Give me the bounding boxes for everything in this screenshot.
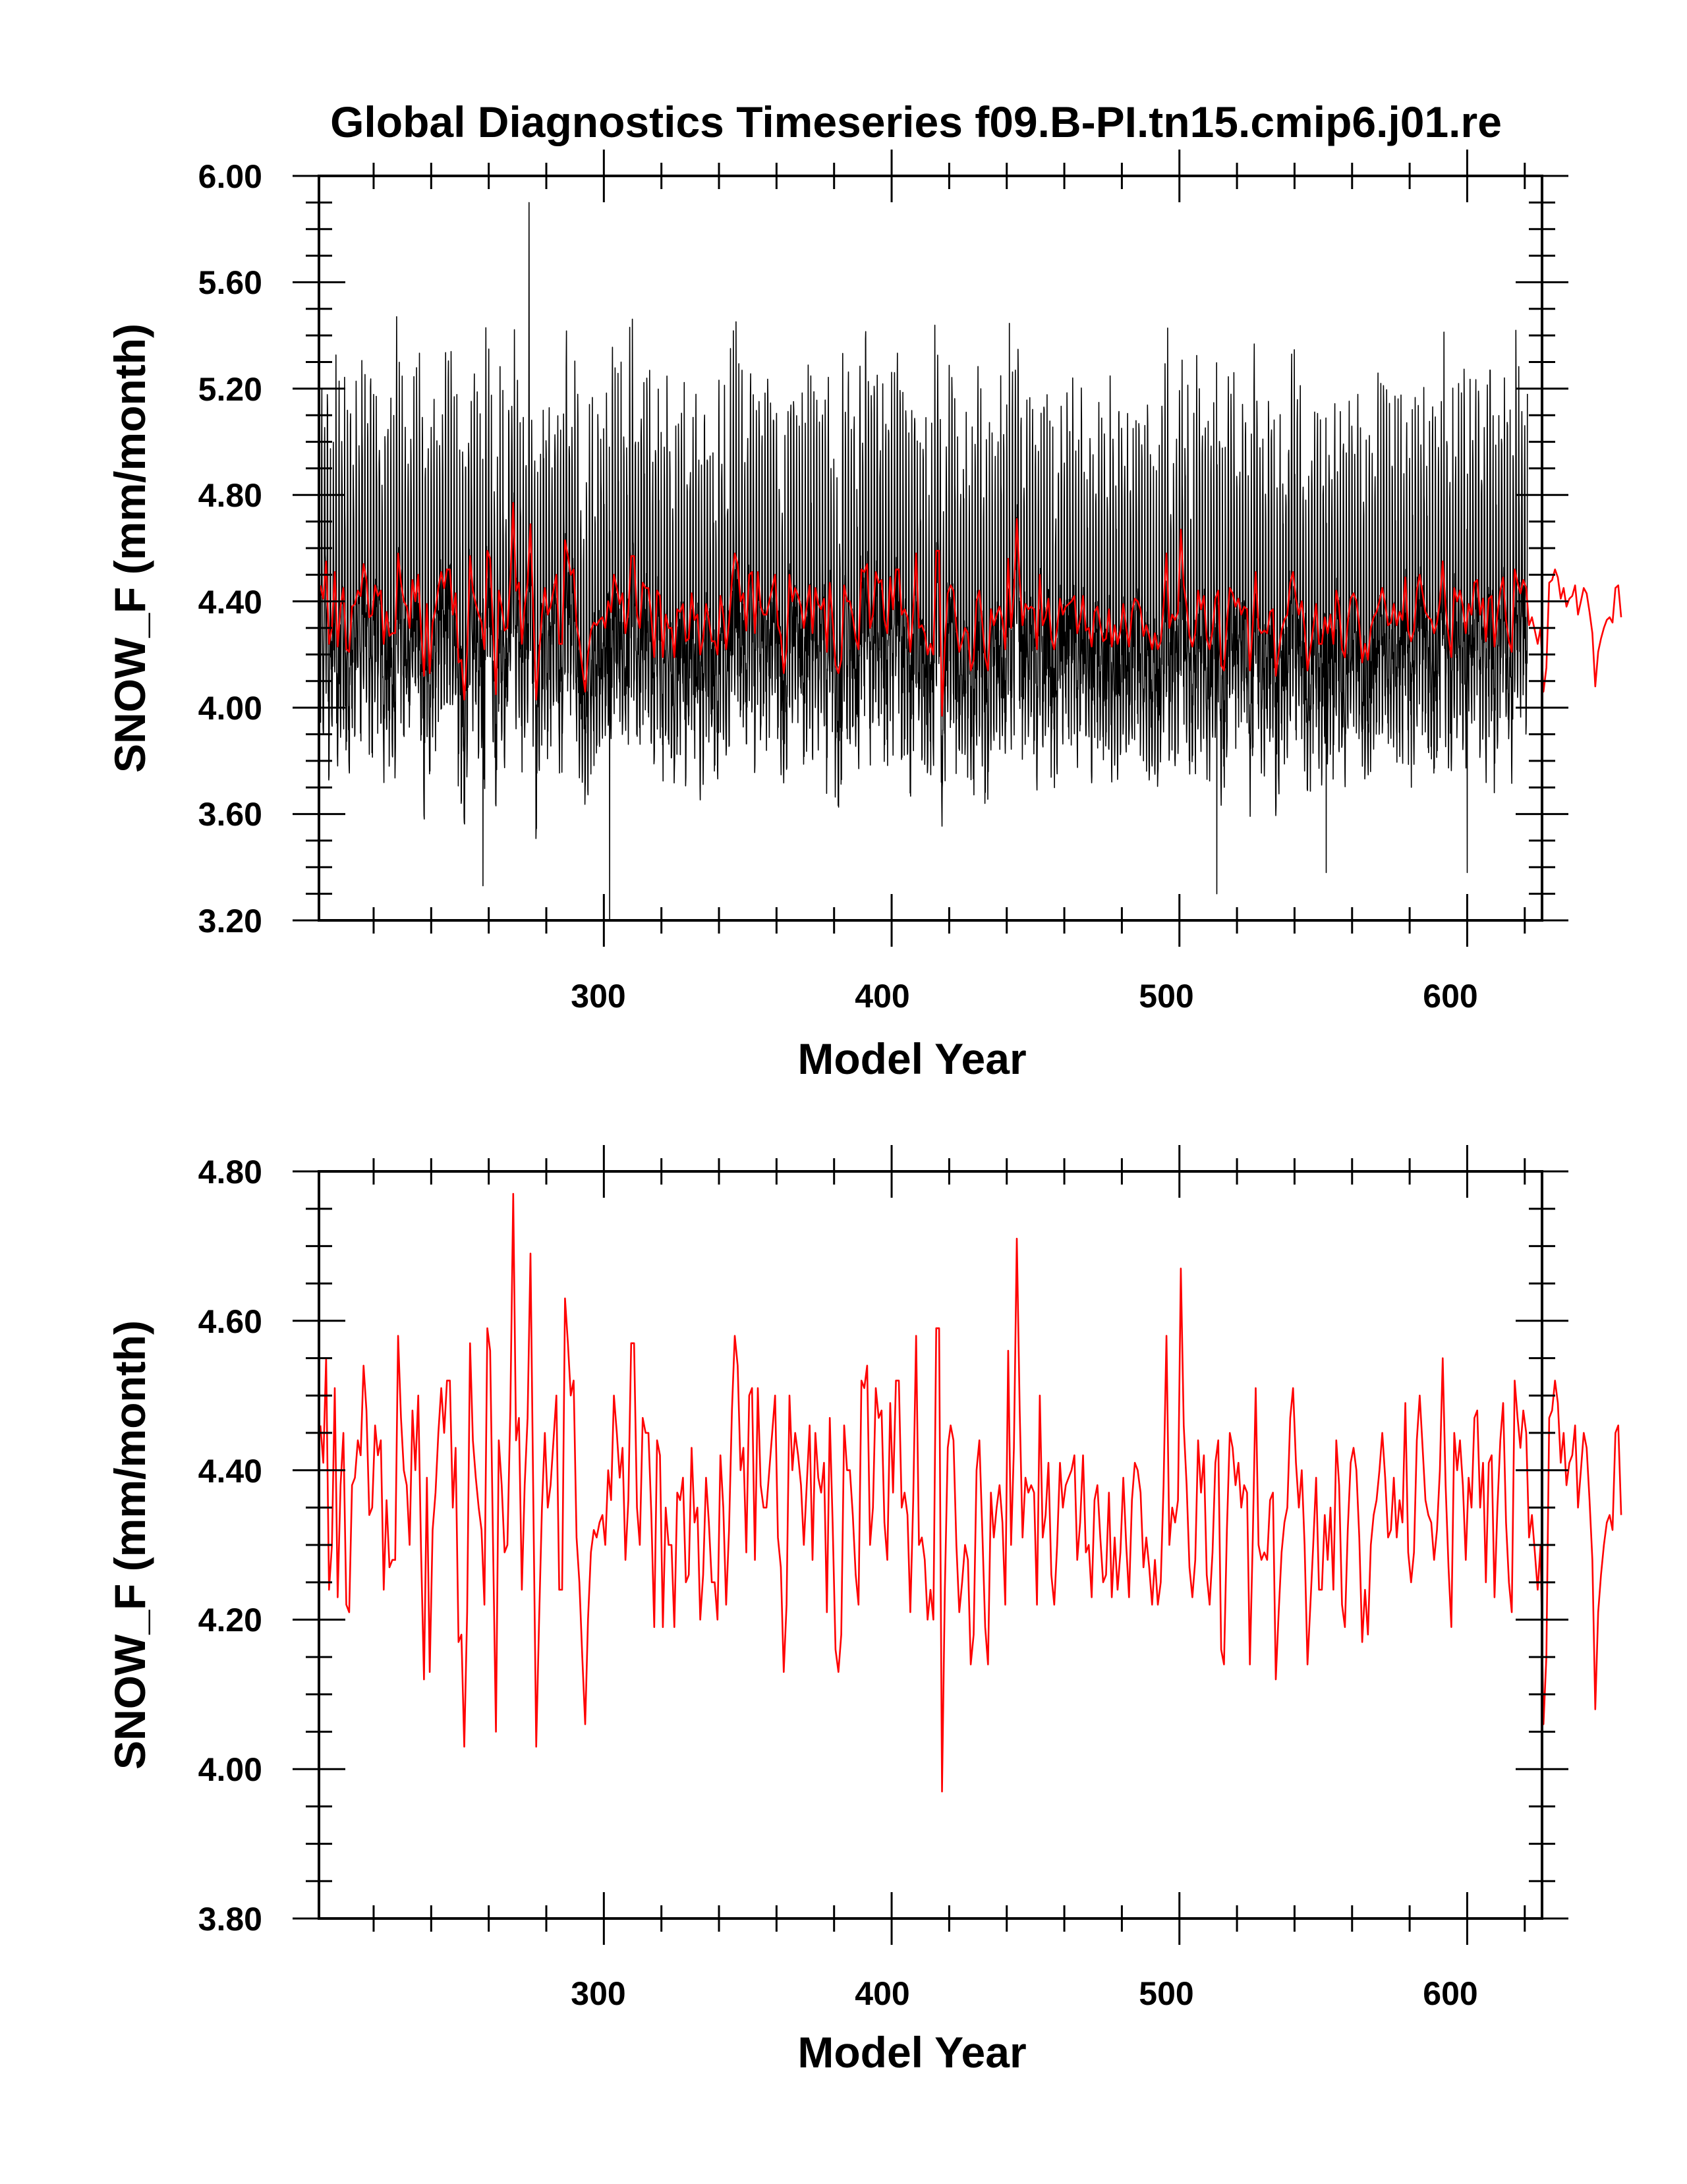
chart-title: Global Diagnostics Timeseries f09.B-PI.t… — [330, 98, 1502, 146]
top-x-tick-label: 300 — [571, 978, 625, 1015]
top-plot-area — [318, 202, 1622, 921]
top-y-tick-labels: 6.00 5.60 5.20 4.80 4.40 4.00 3.60 3.20 — [198, 158, 262, 939]
bottom-y-tick-labels: 4.80 4.60 4.40 4.20 4.00 3.80 — [198, 1154, 262, 1938]
top-y-tick-label: 6.00 — [198, 158, 262, 195]
top-x-tick-label: 600 — [1423, 978, 1477, 1015]
top-x-tick-labels: 300 400 500 600 — [571, 978, 1477, 1015]
bottom-plot-frame — [318, 1170, 1543, 1920]
bottom-y-tick-label: 4.80 — [198, 1154, 262, 1190]
top-y-tick-label: 5.20 — [198, 371, 262, 408]
top-x-tick-label: 400 — [855, 978, 909, 1015]
bottom-y-tick-label: 3.80 — [198, 1901, 262, 1938]
top-y-tick-label: 4.40 — [198, 584, 262, 621]
top-y-tick-label: 5.60 — [198, 264, 262, 301]
bottom-panel: 4.80 4.60 4.40 4.20 4.00 3.80 300 400 50… — [105, 1145, 1622, 2077]
bottom-plot-area — [319, 1192, 1622, 1793]
bottom-x-tick-labels: 300 400 500 600 — [571, 1975, 1477, 2012]
top-axis-ticks — [293, 150, 1568, 947]
top-y-tick-label: 4.00 — [198, 690, 262, 727]
bottom-y-axis-label: SNOW_F (mm/month) — [105, 1320, 154, 1770]
bottom-y-tick-label: 4.40 — [198, 1453, 262, 1490]
bottom-y-tick-label: 4.00 — [198, 1751, 262, 1788]
top-x-tick-label: 500 — [1139, 978, 1193, 1015]
bottom-y-tick-label: 4.60 — [198, 1303, 262, 1340]
top-y-tick-label: 4.80 — [198, 477, 262, 514]
top-x-axis-label: Model Year — [797, 1034, 1026, 1083]
top-y-tick-label: 3.20 — [198, 903, 262, 939]
bottom-x-tick-label: 300 — [571, 1975, 625, 2012]
top-y-tick-label: 3.60 — [198, 796, 262, 833]
annual-mean-line — [319, 1192, 1622, 1793]
bottom-x-tick-label: 400 — [855, 1975, 909, 2012]
top-y-axis-label: SNOW_F (mm/month) — [105, 323, 154, 773]
monthly-series-line — [318, 202, 1528, 921]
top-panel: 6.00 5.60 5.20 4.80 4.40 4.00 3.60 3.20 … — [105, 150, 1622, 1083]
annual-mean-line — [319, 502, 1622, 717]
bottom-x-axis-label: Model Year — [797, 2028, 1026, 2077]
bottom-x-tick-label: 600 — [1423, 1975, 1477, 2012]
bottom-axis-ticks — [293, 1145, 1568, 1945]
bottom-x-tick-label: 500 — [1139, 1975, 1193, 2012]
bottom-y-tick-label: 4.20 — [198, 1602, 262, 1638]
